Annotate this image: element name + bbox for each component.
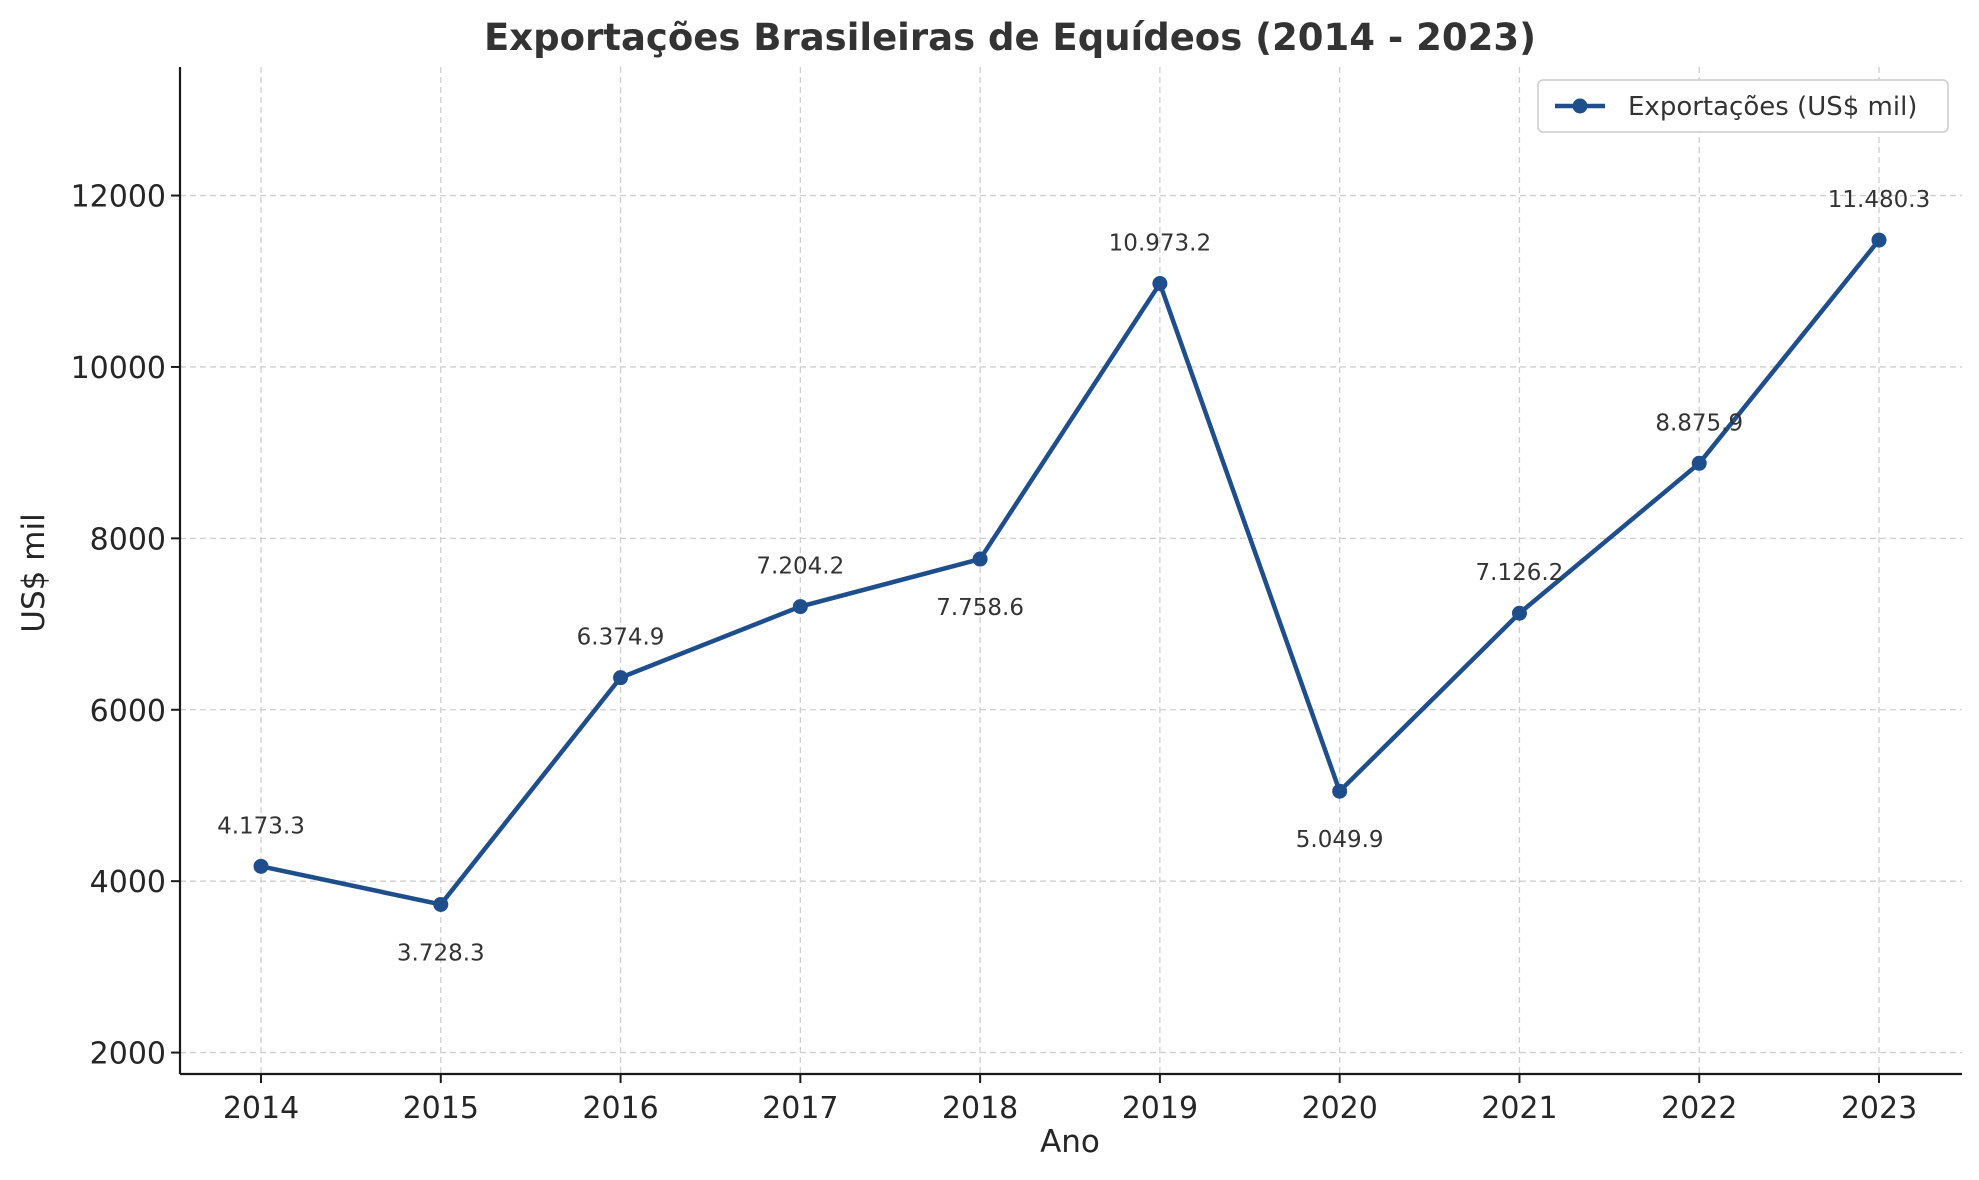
data-label: 7.758.6 [936, 595, 1024, 621]
data-point[interactable] [253, 858, 269, 874]
y-tick-label: 6000 [90, 694, 166, 729]
legend[interactable]: Exportações (US$ mil) [1537, 79, 1949, 133]
chart-title: Exportações Brasileiras de Equídeos (201… [484, 16, 1536, 59]
y-tick-label: 8000 [90, 522, 166, 557]
series-layer [253, 232, 1887, 912]
x-tick-label: 2022 [1661, 1091, 1737, 1126]
data-point[interactable] [792, 599, 808, 615]
data-point[interactable] [1152, 276, 1168, 292]
data-label: 7.204.2 [756, 554, 844, 580]
x-tick-label: 2016 [582, 1091, 658, 1126]
data-label: 7.126.2 [1476, 560, 1564, 586]
data-label: 4.173.3 [217, 813, 305, 839]
x-axis-label: Ano [1040, 1124, 1100, 1160]
x-tick-label: 2015 [403, 1091, 479, 1126]
y-tick-label: 12000 [71, 180, 166, 215]
data-point[interactable] [433, 896, 449, 912]
data-label: 3.728.3 [397, 940, 485, 966]
x-tick-label: 2018 [942, 1091, 1018, 1126]
x-tick-label: 2021 [1481, 1091, 1557, 1126]
data-point[interactable] [1691, 455, 1707, 471]
legend-entry-label: Exportações (US$ mil) [1628, 92, 1917, 122]
x-tick-label: 2020 [1301, 1091, 1377, 1126]
data-point[interactable] [1871, 232, 1887, 248]
axes-layer: 2000 4000 6000 8000 10000 12000 2014 2015 2016 20… [71, 67, 1962, 1126]
legend-frame [1537, 79, 1949, 133]
data-label: 8.875.9 [1655, 410, 1743, 436]
x-tick-label: 2023 [1841, 1091, 1917, 1126]
x-tick-label: 2014 [223, 1091, 299, 1126]
y-axis-label: US$ mil [16, 513, 52, 632]
data-point[interactable] [972, 551, 988, 567]
y-tick-label: 4000 [90, 865, 166, 900]
data-point[interactable] [1511, 605, 1527, 621]
data-label: 10.973.2 [1109, 231, 1211, 257]
grid-layer [180, 67, 1962, 1074]
x-tick-label: 2019 [1122, 1091, 1198, 1126]
y-tick-label: 10000 [71, 351, 166, 386]
data-label: 5.049.9 [1296, 827, 1384, 853]
data-point[interactable] [1332, 783, 1348, 799]
legend-dot-marker [1572, 98, 1588, 114]
data-label: 11.480.3 [1828, 187, 1930, 213]
data-point[interactable] [613, 670, 629, 686]
series-line [260, 238, 1881, 907]
y-tick-label: 2000 [90, 1037, 166, 1072]
data-labels-layer: 4.173.3 3.728.3 6.374.9 7.204.2 7.758.6 10.97… [217, 187, 1930, 966]
x-tick-label: 2017 [762, 1091, 838, 1126]
data-label: 6.374.9 [577, 625, 665, 651]
